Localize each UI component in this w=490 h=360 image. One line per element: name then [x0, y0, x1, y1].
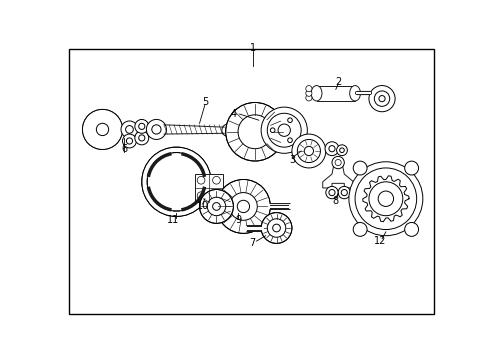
Text: 5: 5	[202, 98, 208, 108]
Circle shape	[125, 126, 133, 133]
Text: 10: 10	[196, 202, 209, 211]
Circle shape	[139, 135, 145, 141]
Circle shape	[226, 128, 230, 132]
Circle shape	[217, 180, 270, 233]
Circle shape	[288, 118, 293, 122]
Circle shape	[207, 197, 226, 216]
Circle shape	[226, 103, 284, 161]
Circle shape	[268, 113, 301, 147]
Circle shape	[292, 134, 326, 168]
Circle shape	[197, 176, 205, 184]
Circle shape	[369, 86, 395, 112]
Circle shape	[374, 91, 390, 106]
Circle shape	[297, 139, 320, 163]
Text: 6: 6	[121, 144, 127, 154]
Circle shape	[261, 213, 292, 243]
Circle shape	[135, 120, 149, 133]
Text: 2: 2	[335, 77, 341, 87]
Circle shape	[355, 168, 416, 230]
Text: 8: 8	[333, 196, 339, 206]
Circle shape	[329, 145, 335, 152]
Circle shape	[268, 219, 286, 237]
Circle shape	[229, 193, 257, 220]
Circle shape	[306, 90, 312, 96]
Circle shape	[237, 200, 249, 213]
Circle shape	[82, 109, 122, 149]
Text: 3: 3	[289, 155, 295, 165]
Circle shape	[353, 161, 367, 175]
Circle shape	[304, 147, 314, 156]
Circle shape	[369, 182, 403, 216]
Circle shape	[142, 147, 211, 216]
Circle shape	[122, 134, 136, 148]
Text: 12: 12	[373, 236, 386, 246]
Circle shape	[278, 124, 291, 136]
Circle shape	[288, 138, 293, 143]
Circle shape	[126, 138, 133, 144]
Circle shape	[199, 189, 233, 223]
Ellipse shape	[311, 86, 322, 101]
Circle shape	[97, 123, 109, 136]
Text: 1: 1	[250, 43, 256, 53]
Circle shape	[405, 222, 418, 237]
Circle shape	[82, 109, 122, 149]
Circle shape	[349, 162, 423, 236]
Circle shape	[337, 145, 347, 156]
Circle shape	[139, 123, 145, 130]
Text: 9: 9	[235, 215, 241, 225]
Text: 7: 7	[249, 238, 255, 248]
Circle shape	[379, 95, 385, 102]
Circle shape	[332, 156, 344, 169]
Circle shape	[135, 131, 149, 145]
Circle shape	[97, 123, 109, 136]
Circle shape	[270, 128, 275, 132]
Circle shape	[325, 142, 339, 156]
Circle shape	[338, 186, 350, 199]
Circle shape	[147, 120, 167, 139]
Circle shape	[306, 86, 312, 92]
Circle shape	[306, 95, 312, 101]
Circle shape	[405, 161, 418, 175]
Circle shape	[329, 189, 335, 196]
Bar	[195, 174, 222, 202]
Circle shape	[272, 224, 280, 232]
Circle shape	[147, 153, 206, 211]
Circle shape	[238, 115, 272, 149]
Circle shape	[340, 148, 344, 153]
Circle shape	[121, 121, 138, 138]
Text: 11: 11	[167, 215, 179, 225]
Circle shape	[152, 125, 161, 134]
Circle shape	[378, 191, 393, 206]
Circle shape	[261, 107, 307, 153]
Polygon shape	[323, 163, 354, 188]
Circle shape	[213, 192, 220, 199]
Circle shape	[341, 189, 347, 196]
Circle shape	[326, 186, 338, 199]
Text: 4: 4	[230, 109, 237, 119]
Circle shape	[213, 203, 220, 210]
Circle shape	[222, 124, 234, 136]
Ellipse shape	[350, 86, 361, 101]
Circle shape	[335, 159, 341, 166]
Bar	[317, 86, 355, 101]
Circle shape	[197, 192, 205, 199]
Circle shape	[213, 176, 220, 184]
Circle shape	[353, 222, 367, 237]
